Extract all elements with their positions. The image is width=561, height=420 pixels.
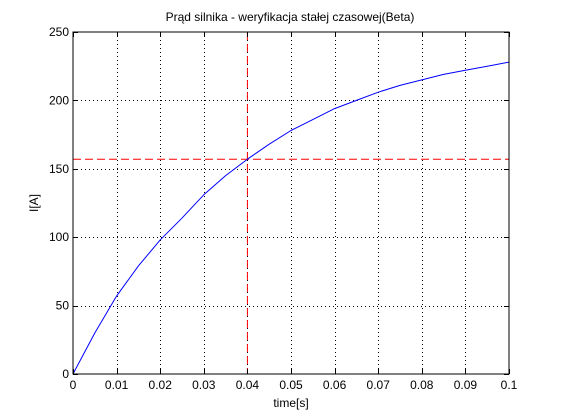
plot-area: [73, 32, 509, 374]
y-tick-label: 0: [62, 367, 69, 381]
chart-title: Prąd silnika - weryfikacja stałej czasow…: [166, 10, 415, 24]
x-tick-label: 0.07: [367, 378, 391, 392]
x-tick-label: 0.02: [149, 378, 173, 392]
y-tick-label: 150: [49, 162, 69, 176]
x-tick-label: 0.06: [323, 378, 347, 392]
x-tick-label: 0.04: [236, 378, 260, 392]
y-tick-label: 250: [49, 25, 69, 39]
y-tick-label: 200: [49, 93, 69, 107]
x-tick-label: 0.08: [410, 378, 434, 392]
y-axis-title: I[A]: [27, 194, 41, 212]
x-axis-title: time[s]: [273, 396, 308, 410]
y-tick-label: 50: [56, 299, 70, 313]
y-tick-label: 100: [49, 230, 69, 244]
x-tick-label: 0.01: [105, 378, 129, 392]
x-tick-label: 0.1: [501, 378, 518, 392]
x-tick-label: 0.05: [279, 378, 303, 392]
x-tick-label: 0.09: [454, 378, 478, 392]
x-tick-label: 0.03: [192, 378, 216, 392]
x-tick-label: 0: [70, 378, 77, 392]
